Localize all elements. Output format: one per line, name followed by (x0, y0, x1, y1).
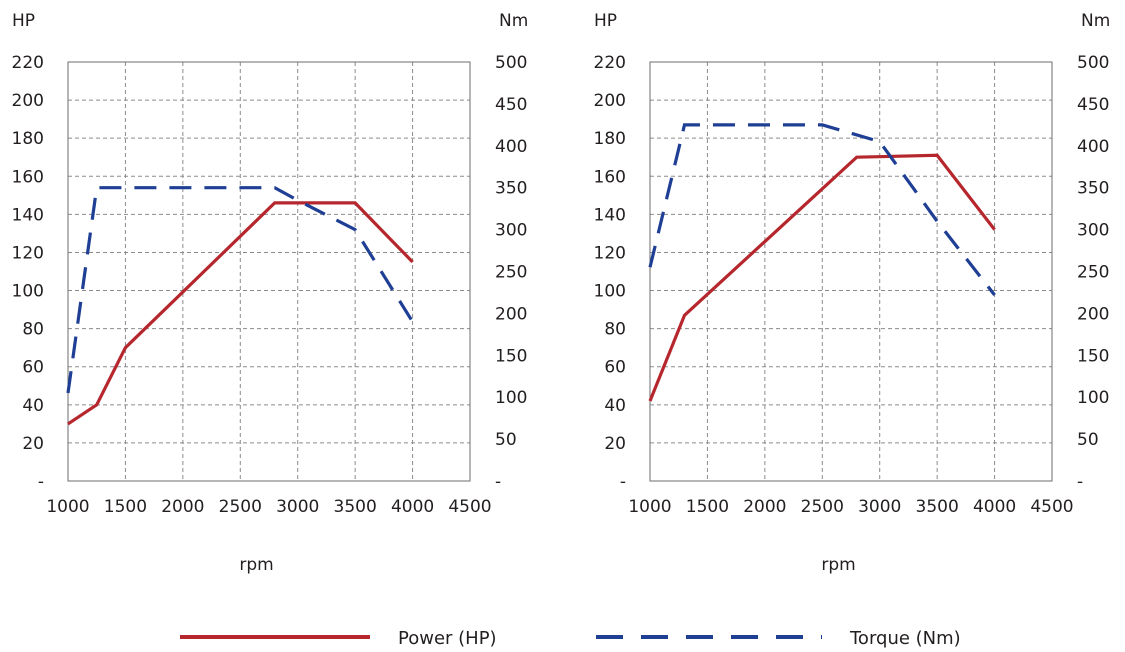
y-right-tick-label: 100 (495, 388, 527, 408)
y-right-unit-label: Nm (1081, 11, 1110, 31)
y-left-tick-label: 100 (594, 282, 626, 302)
y-left-tick-label: 40 (604, 396, 626, 416)
y-left-tick-label: 200 (594, 91, 626, 111)
x-tick-label: 4500 (1030, 497, 1073, 517)
legend-power-label: Power (HP) (398, 628, 497, 649)
y-left-tick-label: 80 (22, 320, 44, 340)
y-left-tick-label: 140 (594, 205, 626, 225)
y-right-tick-label: 100 (1077, 388, 1109, 408)
x-tick-label: 4000 (973, 497, 1016, 517)
torque-series-line (648, 123, 996, 296)
y-left-unit-label: HP (594, 11, 617, 31)
x-tick-label: 2000 (161, 497, 204, 517)
y-right-tick-label: 300 (1077, 221, 1109, 241)
plot-area-border (649, 61, 1053, 482)
chart-left: 1000 1500 2000 2500 3000 3500 4000 4500-2040608… (12, 11, 529, 575)
legend: Power (HP) Torque (Nm) (180, 628, 961, 649)
y-right-tick-label: 50 (495, 430, 517, 450)
y-left-tick-label: 180 (594, 129, 626, 149)
y-left-tick-label: 20 (22, 434, 44, 454)
y-right-tick-label: 400 (495, 137, 527, 157)
y-right-tick-label: 450 (1077, 95, 1109, 115)
plot-area-border (67, 61, 471, 482)
x-tick-label: 3500 (334, 497, 377, 517)
y-right-tick-label: 150 (495, 346, 527, 366)
y-left-tick-label: 120 (12, 243, 44, 263)
power-series-line (648, 153, 996, 402)
y-right-tick-label: 500 (1077, 53, 1109, 73)
y-left-tick-label: 200 (12, 91, 44, 111)
y-left-tick-label: 220 (594, 53, 626, 73)
x-tick-label: 3500 (916, 497, 959, 517)
y-left-tick-label: 160 (12, 167, 44, 187)
x-tick-label: 1500 (686, 497, 729, 517)
y-right-tick-label: 350 (495, 179, 527, 199)
y-left-tick-label: - (620, 472, 626, 492)
y-right-tick-label: 450 (495, 95, 527, 115)
x-tick-label: 2500 (801, 497, 844, 517)
y-left-tick-label: 40 (22, 396, 44, 416)
y-right-tick-label: - (495, 472, 501, 492)
x-tick-label: 3000 (276, 497, 319, 517)
y-left-unit-label: HP (12, 11, 35, 31)
y-left-tick-label: 120 (594, 243, 626, 263)
y-right-tick-label: 250 (495, 263, 527, 283)
y-right-tick-label: 300 (495, 221, 527, 241)
torque-series-line (66, 186, 414, 394)
y-left-tick-label: 160 (594, 167, 626, 187)
y-right-tick-label: - (1077, 472, 1083, 492)
y-left-tick-label: 220 (12, 53, 44, 73)
legend-torque-label: Torque (Nm) (849, 628, 961, 649)
y-right-tick-label: 500 (495, 53, 527, 73)
x-axis-label: rpm (821, 555, 855, 575)
chart-right: 1000 1500 2000 2500 3000 3500 4000 4500-2040608… (594, 11, 1111, 575)
y-right-tick-label: 200 (495, 304, 527, 324)
y-right-tick-label: 150 (1077, 346, 1109, 366)
y-left-tick-label: - (38, 472, 44, 492)
y-left-tick-label: 140 (12, 205, 44, 225)
y-right-tick-label: 350 (1077, 179, 1109, 199)
y-left-tick-label: 60 (22, 358, 44, 378)
y-left-tick-label: 80 (604, 320, 626, 340)
y-right-unit-label: Nm (499, 11, 528, 31)
y-left-tick-label: 60 (604, 358, 626, 378)
y-right-tick-label: 250 (1077, 263, 1109, 283)
x-tick-label: 3000 (858, 497, 901, 517)
x-tick-label: 2000 (743, 497, 786, 517)
x-axis-label: rpm (239, 555, 273, 575)
y-left-tick-label: 100 (12, 282, 44, 302)
x-tick-label: 1000 (46, 497, 89, 517)
y-left-tick-label: 180 (12, 129, 44, 149)
x-tick-label: 2500 (219, 497, 262, 517)
y-right-tick-label: 50 (1077, 430, 1099, 450)
y-left-tick-label: 20 (604, 434, 626, 454)
x-tick-label: 4000 (391, 497, 434, 517)
x-tick-label: 1000 (628, 497, 671, 517)
x-tick-label: 4500 (448, 497, 491, 517)
y-right-tick-label: 200 (1077, 304, 1109, 324)
x-tick-label: 1500 (104, 497, 147, 517)
power-series-line (67, 201, 414, 426)
y-right-tick-label: 400 (1077, 137, 1109, 157)
